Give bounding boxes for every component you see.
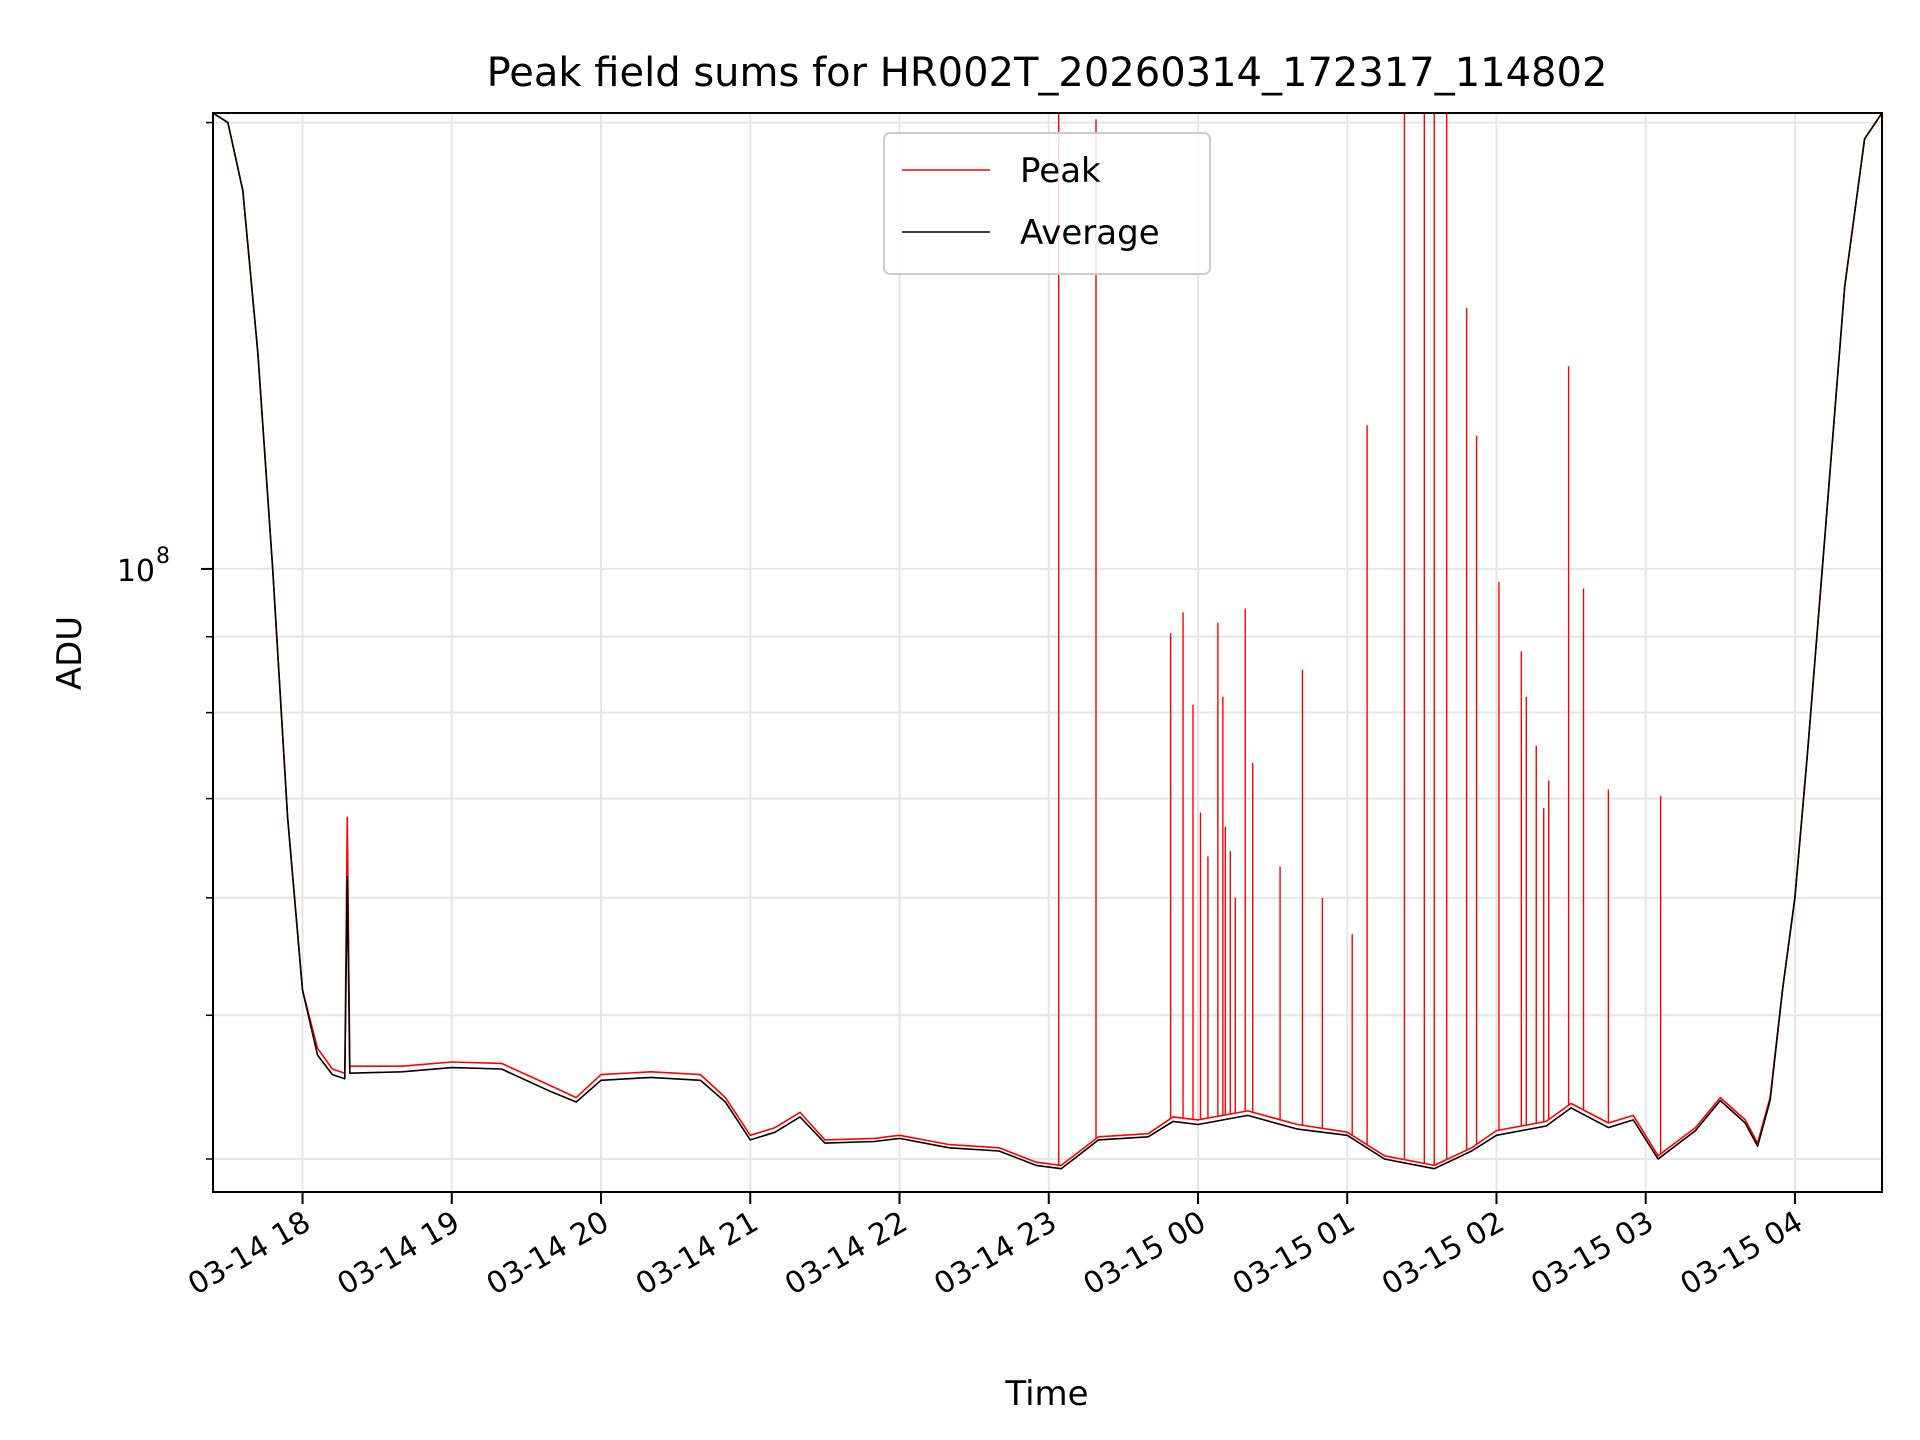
plot-frame	[212, 112, 1883, 1193]
legend-label-peak: Peak	[1020, 151, 1101, 191]
chart-title: Peak field sums for HR002T_20260314_1723…	[487, 50, 1608, 96]
y-tick-label-exponent: 8	[156, 544, 170, 569]
legend: Peak Average	[883, 132, 1211, 275]
x-axis-label: Time	[1004, 1374, 1088, 1414]
y-axis: 10 8	[117, 121, 213, 1160]
y-axis-label: ADU	[50, 616, 90, 690]
legend-label-average: Average	[1020, 213, 1160, 253]
grid	[213, 113, 1882, 1192]
legend-box	[883, 132, 1211, 275]
series-line-average	[212, 112, 1883, 1170]
y-tick-label-base: 10	[117, 554, 155, 589]
plot-lines	[212, 112, 1883, 1170]
